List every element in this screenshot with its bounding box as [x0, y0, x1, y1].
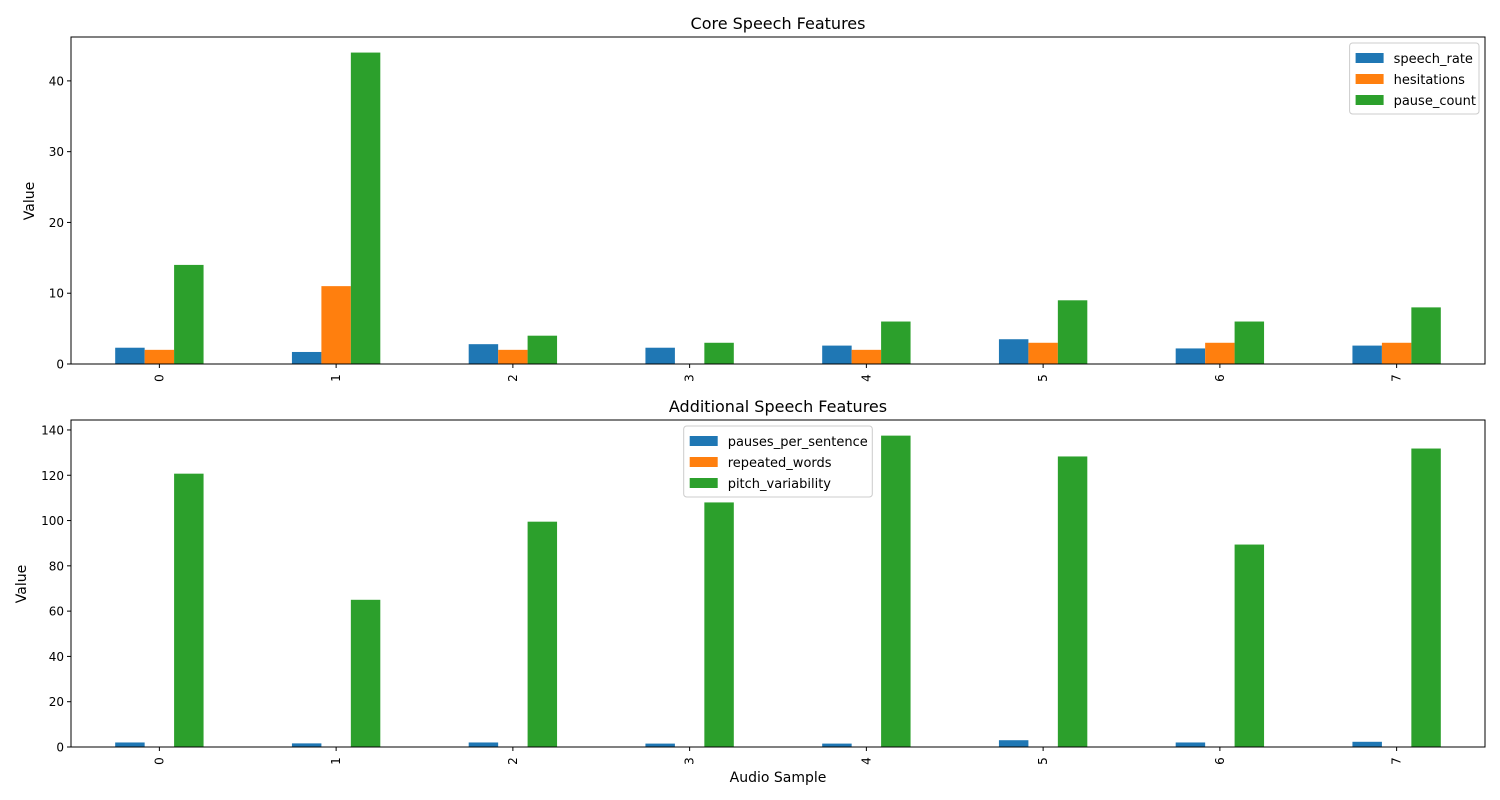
x-tick-label: 5 [1036, 757, 1050, 765]
additional-speech-features-chart: Additional Speech Features Value Audio S… [14, 397, 1486, 786]
bar-pauses_per_sentence-3 [645, 743, 675, 747]
bar-speech_rate-1 [291, 351, 322, 364]
bar-pauses_per_sentence-4 [822, 743, 852, 747]
y-tick-label: 20 [49, 695, 64, 709]
y-tick-label: 40 [49, 650, 64, 664]
bars-group [115, 52, 1441, 364]
plot-frame [70, 419, 1486, 748]
x-axis-label: Audio Sample [730, 770, 827, 786]
bar-pauses_per_sentence-6 [1175, 742, 1206, 747]
legend-swatch-hesitations [1355, 74, 1384, 84]
bar-speech_rate-0 [115, 347, 145, 364]
chart-title: Additional Speech Features [669, 397, 887, 416]
y-tick-label: 40 [49, 74, 64, 88]
bar-hesitations-5 [1028, 342, 1058, 364]
y-tick-label: 100 [41, 514, 64, 528]
bar-hesitations-6 [1205, 342, 1235, 364]
y-ticks: 0 20 40 60 80 100 120 140 [41, 423, 71, 755]
x-ticks: 0 1 2 3 4 5 6 7 [152, 747, 1404, 765]
x-tick-label: 6 [1213, 374, 1227, 382]
x-tick-label: 4 [859, 757, 873, 765]
bar-pauses_per_sentence-2 [468, 742, 499, 747]
bar-pitch_variability-1 [350, 599, 381, 747]
bar-pause_count-3 [704, 342, 734, 364]
y-tick-label: 20 [49, 216, 64, 230]
bar-hesitations-0 [144, 349, 175, 364]
y-tick-label: 30 [49, 145, 64, 159]
legend-label-pauses_per_sentence: pauses_per_sentence [728, 435, 868, 450]
legend-label-hesitations: hesitations [1394, 73, 1466, 88]
plot-frame [70, 36, 1486, 365]
y-tick-label: 0 [56, 358, 64, 372]
bar-pause_count-7 [1411, 307, 1441, 364]
chart-title: Core Speech Features [691, 14, 866, 33]
y-axis-label: Value [14, 565, 30, 603]
y-tick-label: 10 [49, 287, 64, 301]
x-tick-label: 2 [506, 374, 520, 382]
core-speech-features-chart: Core Speech Features Value 0 1 2 3 4 5 6 7 0 10 2… [22, 14, 1486, 382]
bar-pauses_per_sentence-7 [1352, 741, 1382, 747]
bar-pitch_variability-4 [881, 435, 911, 747]
bar-pause_count-0 [174, 264, 204, 364]
x-tick-label: 2 [506, 757, 520, 765]
x-tick-label: 4 [859, 374, 873, 382]
bar-pause_count-5 [1057, 300, 1088, 364]
bar-pause_count-1 [350, 52, 381, 364]
y-ticks: 0 10 20 30 40 [49, 74, 71, 372]
y-tick-label: 80 [49, 559, 64, 573]
legend-label-speech_rate: speech_rate [1394, 52, 1473, 67]
x-tick-label: 3 [683, 374, 697, 382]
bar-speech_rate-7 [1352, 345, 1382, 364]
bar-pause_count-6 [1234, 321, 1265, 364]
bar-pause_count-2 [527, 335, 558, 364]
legend-swatch-pause_count [1355, 95, 1384, 105]
legend: pauses_per_sentence repeated_words pitch_v… [683, 425, 873, 498]
bar-hesitations-2 [498, 349, 528, 364]
bar-pitch_variability-7 [1411, 448, 1441, 747]
x-tick-label: 0 [152, 374, 166, 382]
y-tick-label: 140 [41, 423, 64, 437]
y-tick-label: 0 [56, 741, 64, 755]
bar-speech_rate-5 [998, 339, 1029, 364]
bar-pitch_variability-6 [1234, 544, 1265, 747]
y-tick-label: 60 [49, 605, 64, 619]
bar-speech_rate-6 [1175, 348, 1206, 364]
bar-pauses_per_sentence-1 [291, 743, 322, 747]
legend-swatch-pitch_variability [689, 478, 718, 488]
x-tick-label: 1 [329, 757, 343, 765]
bars-group [115, 435, 1441, 747]
bar-hesitations-1 [321, 286, 351, 364]
x-tick-label: 3 [683, 757, 697, 765]
bar-pauses_per_sentence-0 [115, 742, 145, 747]
bar-pitch_variability-5 [1057, 456, 1088, 747]
x-tick-label: 7 [1390, 757, 1404, 765]
y-axis-label: Value [22, 182, 38, 220]
bar-pitch_variability-0 [174, 473, 204, 747]
bar-speech_rate-2 [468, 344, 499, 364]
bar-speech_rate-4 [822, 345, 852, 364]
bar-pause_count-4 [881, 321, 911, 364]
x-tick-label: 1 [329, 374, 343, 382]
bar-pauses_per_sentence-5 [998, 740, 1029, 747]
legend-label-pause_count: pause_count [1394, 94, 1476, 109]
legend-swatch-repeated_words [689, 457, 718, 467]
bar-hesitations-4 [851, 349, 882, 364]
bar-hesitations-7 [1381, 342, 1412, 364]
bar-pitch_variability-2 [527, 521, 558, 747]
legend: speech_rate hesitations pause_count [1349, 42, 1480, 115]
x-tick-label: 5 [1036, 374, 1050, 382]
legend-label-repeated_words: repeated_words [728, 456, 832, 471]
x-tick-label: 6 [1213, 757, 1227, 765]
legend-swatch-pauses_per_sentence [689, 436, 718, 446]
x-tick-label: 7 [1390, 374, 1404, 382]
bar-speech_rate-3 [645, 347, 675, 364]
legend-box [683, 425, 873, 498]
legend-swatch-speech_rate [1355, 53, 1384, 63]
bar-pitch_variability-3 [704, 502, 734, 747]
x-tick-label: 0 [152, 757, 166, 765]
y-tick-label: 120 [41, 469, 64, 483]
legend-label-pitch_variability: pitch_variability [728, 477, 832, 492]
x-ticks: 0 1 2 3 4 5 6 7 [152, 364, 1404, 382]
